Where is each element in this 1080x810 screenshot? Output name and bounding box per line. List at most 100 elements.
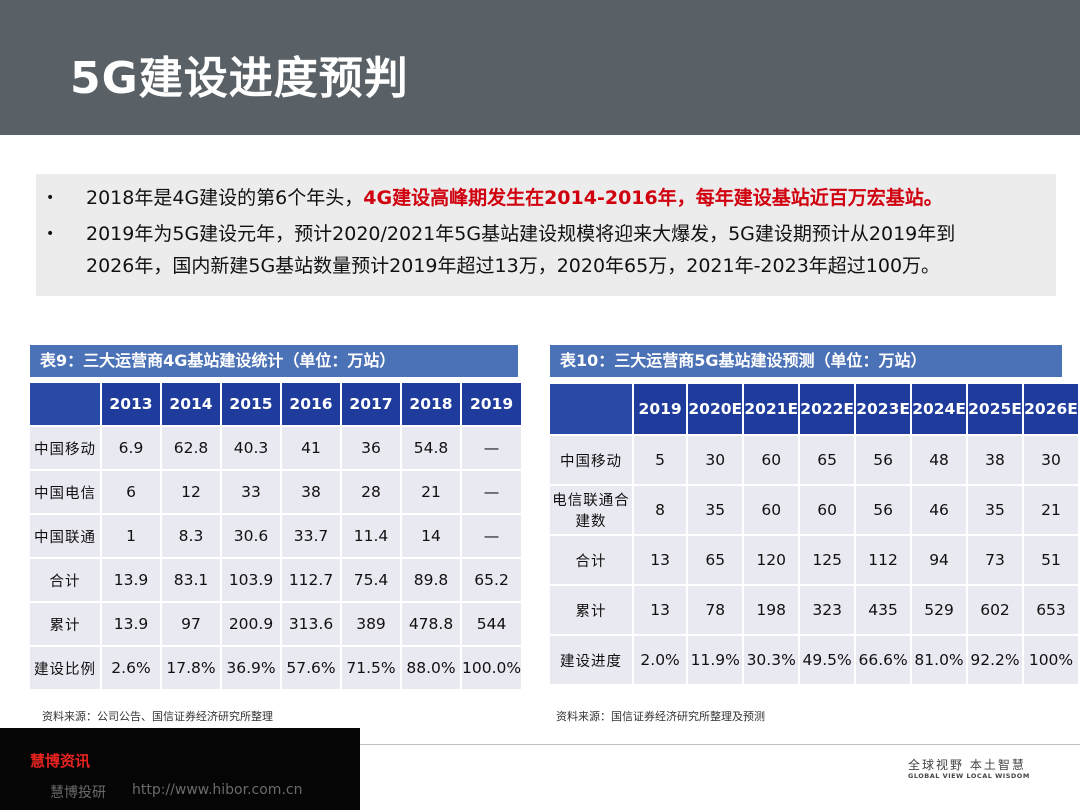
data-cell: 602: [968, 586, 1022, 634]
column-header: 2018: [402, 383, 460, 425]
bullet-panel: • 2018年是4G建设的第6个年头，4G建设高峰期发生在2014-2016年，…: [36, 174, 1056, 296]
data-cell: 65: [800, 436, 855, 484]
data-cell: 81.0%: [912, 636, 967, 684]
column-header: 2023E: [856, 384, 911, 434]
row-label: 建设比例: [30, 647, 100, 689]
table-4g-caption: 表9：三大运营商4G基站建设统计（单位：万站）: [30, 345, 518, 377]
data-cell: 56: [856, 436, 911, 484]
data-cell: 120: [744, 536, 799, 584]
data-cell: 30.3%: [744, 636, 799, 684]
data-cell: 14: [402, 515, 460, 557]
data-cell: 75.4: [342, 559, 400, 601]
data-cell: 313.6: [282, 603, 340, 645]
data-cell: 71.5%: [342, 647, 400, 689]
bullet-text: 2018年是4G建设的第6个年头，4G建设高峰期发生在2014-2016年，每年…: [86, 182, 1046, 214]
data-cell: 8.3: [162, 515, 220, 557]
column-header: 2026E: [1023, 384, 1078, 434]
table-row: 中国移动 6.9 62.8 40.3 41 36 54.8—: [30, 427, 522, 469]
data-cell: 200.9: [222, 603, 280, 645]
data-cell: 13: [633, 536, 687, 584]
data-cell: 73: [968, 536, 1022, 584]
bullet-dot-icon: •: [46, 226, 55, 242]
data-cell: 60: [744, 486, 799, 534]
data-cell: 51: [1023, 536, 1078, 584]
column-header: 2019: [633, 384, 687, 434]
column-header: 2013: [102, 383, 160, 425]
data-cell: 33: [222, 471, 280, 513]
data-cell: 62.8: [162, 427, 220, 469]
data-cell: 38: [968, 436, 1022, 484]
table-4g: 2013 2014 2015 2016 2017 2018 2019 中国移动 6.9 62.8…: [28, 381, 523, 691]
data-cell: 13.9: [102, 559, 160, 601]
table-row: 电信联通合建数 8 35 60 60 56 46 35 21: [550, 486, 1078, 534]
table-header-row: 2013 2014 2015 2016 2017 2018 2019: [30, 383, 522, 425]
table-header-row: 2019 2020E 2021E 2022E 2023E 2024E 2025E 2026E: [550, 384, 1078, 434]
table-row: 中国移动 5 30 60 65 56 48 38 30: [550, 436, 1078, 484]
data-cell: 28: [342, 471, 400, 513]
footer-slogan: 全球视野 本土智慧: [908, 758, 1026, 772]
data-cell: —: [462, 515, 522, 557]
data-cell: 56: [856, 486, 911, 534]
data-cell: 478.8: [402, 603, 460, 645]
data-cell: —: [462, 427, 522, 469]
row-label: 中国联通: [30, 515, 100, 557]
data-cell: 35: [968, 486, 1022, 534]
row-label: 电信联通合建数: [550, 486, 632, 534]
data-cell: 36: [342, 427, 400, 469]
row-label: 合计: [550, 536, 632, 584]
data-cell: 40.3: [222, 427, 280, 469]
data-cell: 30: [1023, 436, 1078, 484]
bullet-text-plain: 2018年是4G建设的第6个年头，: [86, 187, 364, 209]
table-row: 中国联通 1 8.3 30.6 33.7 11.4 14—: [30, 515, 522, 557]
data-cell: 33.7: [282, 515, 340, 557]
column-header: 2015: [222, 383, 280, 425]
row-label: 合计: [30, 559, 100, 601]
table-5g: 2019 2020E 2021E 2022E 2023E 2024E 2025E 2026E …: [548, 382, 1080, 686]
data-cell: 57.6%: [282, 647, 340, 689]
data-cell: 38: [282, 471, 340, 513]
data-cell: 66.6%: [856, 636, 911, 684]
column-header: 2014: [162, 383, 220, 425]
table-5g-caption: 表10：三大运营商5G基站建设预测（单位：万站）: [550, 345, 1062, 377]
bullet-text-line: 2026年，国内新建5G基站数量预计2019年超过13万，2020年65万，20…: [86, 255, 941, 277]
brand-name: 慧博资讯: [30, 752, 91, 770]
data-cell: 65.2: [462, 559, 522, 601]
column-header: 2019: [462, 383, 522, 425]
data-cell: 30.6: [222, 515, 280, 557]
column-header: 2021E: [744, 384, 799, 434]
data-cell: 21: [402, 471, 460, 513]
footer-slogan-en: GLOBAL VIEW LOCAL WISDOM: [908, 772, 1030, 780]
data-cell: 2.0%: [633, 636, 687, 684]
column-header: 2022E: [800, 384, 855, 434]
data-cell: 41: [282, 427, 340, 469]
data-cell: 88.0%: [402, 647, 460, 689]
data-cell: 78: [688, 586, 743, 634]
slide-header: 5G建设进度预判: [0, 0, 1080, 135]
data-cell: 60: [744, 436, 799, 484]
footer-divider: [360, 744, 1080, 745]
data-cell: 13.9: [102, 603, 160, 645]
bullet-dot-icon: •: [46, 190, 55, 206]
bullet-text-line: 2019年为5G建设元年，预计2020/2021年5G基站建设规模将迎来大爆发，…: [86, 223, 956, 245]
data-cell: 48: [912, 436, 967, 484]
data-cell: 1: [102, 515, 160, 557]
data-cell: 323: [800, 586, 855, 634]
table-row: 累计 13.9 97 200.9 313.6 389 478.8 544: [30, 603, 522, 645]
row-label: 中国移动: [550, 436, 632, 484]
row-label: 建设进度: [550, 636, 632, 684]
column-header: 2020E: [688, 384, 743, 434]
data-cell: 529: [912, 586, 967, 634]
table-row: 累计 13 78 198 323 435 529 602 653: [550, 586, 1078, 634]
data-cell: 13: [633, 586, 687, 634]
data-cell: 6: [102, 471, 160, 513]
data-cell: 30: [688, 436, 743, 484]
table-corner-cell: [550, 384, 632, 434]
column-header: 2024E: [912, 384, 967, 434]
row-label: 中国电信: [30, 471, 100, 513]
data-cell: 46: [912, 486, 967, 534]
data-cell: 112: [856, 536, 911, 584]
data-cell: 6.9: [102, 427, 160, 469]
data-cell: 65: [688, 536, 743, 584]
table-row: 建设比例 2.6% 17.8% 36.9% 57.6% 71.5% 88.0% 100.0%: [30, 647, 522, 689]
data-cell: 17.8%: [162, 647, 220, 689]
